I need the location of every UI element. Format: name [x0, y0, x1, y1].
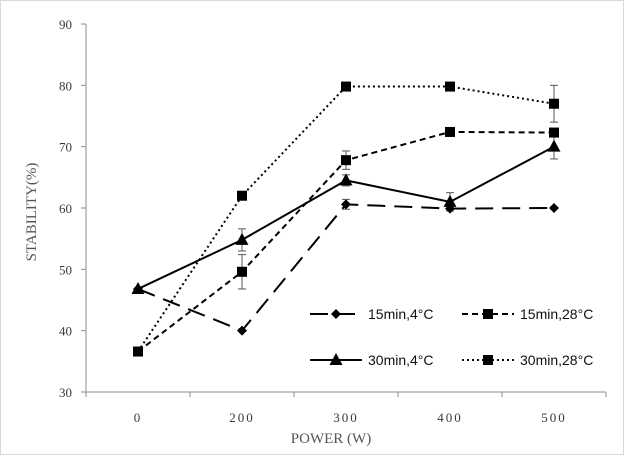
- legend-swatch-marker: [331, 309, 341, 319]
- legend: 15min,4°C 15min,28°C 30min,4°C 30min,28°C: [310, 306, 593, 368]
- series-2-point: [445, 126, 455, 137]
- y-tick-label: 30: [59, 385, 72, 400]
- y-tick-label: 70: [59, 140, 72, 155]
- series-4-point: [341, 81, 351, 92]
- series-1-point: [549, 203, 559, 213]
- legend-label: 15min,28°C: [520, 306, 593, 322]
- legend-label: 30min,28°C: [520, 352, 593, 368]
- series-3-point: [443, 194, 457, 207]
- y-tick-label: 80: [59, 78, 72, 93]
- series-markers: [131, 81, 561, 357]
- series-2-point: [549, 127, 559, 138]
- y-axis-title: STABILITY(%): [24, 163, 40, 262]
- x-tick-label: 400: [437, 410, 463, 425]
- y-tick-label: 60: [59, 201, 72, 216]
- x-tick-label: 300: [333, 410, 359, 425]
- series-1-point: [341, 199, 351, 210]
- series-3-point: [547, 139, 561, 152]
- series-4-point: [549, 98, 559, 109]
- y-tick-label: 50: [59, 262, 72, 277]
- series-2-point: [341, 155, 351, 166]
- y-tick-labels: 30 40 50 60 70 80 90: [59, 17, 72, 400]
- x-tick-labels: 0 200 300 400 500: [134, 410, 567, 425]
- series-4-point: [237, 190, 247, 201]
- series-3-point: [131, 281, 145, 294]
- series-4-point: [445, 81, 455, 92]
- series-3-point: [339, 173, 353, 186]
- legend-swatch-marker: [483, 309, 493, 319]
- legend-swatch-marker: [329, 353, 343, 365]
- legend-label: 15min,4°C: [368, 306, 434, 322]
- legend-swatch-marker: [483, 355, 493, 365]
- x-axis-title: POWER (W): [291, 431, 371, 447]
- series-1-point: [237, 325, 247, 336]
- legend-label: 30min,4°C: [368, 352, 434, 368]
- x-tick-label: 0: [134, 410, 143, 425]
- series-3-point: [235, 232, 249, 245]
- x-tick-label: 200: [229, 410, 255, 425]
- series-4-point: [133, 346, 143, 357]
- x-tick-label: 500: [541, 410, 567, 425]
- axes: [81, 23, 607, 397]
- y-tick-label: 40: [59, 324, 72, 339]
- series-2-point: [237, 266, 247, 277]
- y-tick-label: 90: [59, 17, 72, 32]
